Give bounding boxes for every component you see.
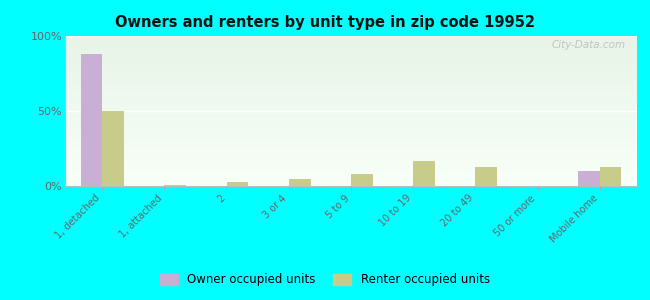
Bar [600, 167, 621, 186]
Text: Owners and renters by unit type in zip code 19952: Owners and renters by unit type in zip c… [115, 15, 535, 30]
Text: City-Data.com: City-Data.com [551, 40, 625, 50]
Bar [413, 160, 435, 186]
Bar [475, 167, 497, 186]
Bar [164, 184, 187, 186]
Legend: Owner occupied units, Renter occupied units: Owner occupied units, Renter occupied un… [155, 269, 495, 291]
Bar [289, 178, 311, 186]
Bar [578, 171, 600, 186]
Bar [81, 54, 102, 186]
Bar [227, 182, 248, 186]
Bar [102, 111, 124, 186]
Bar [351, 174, 372, 186]
